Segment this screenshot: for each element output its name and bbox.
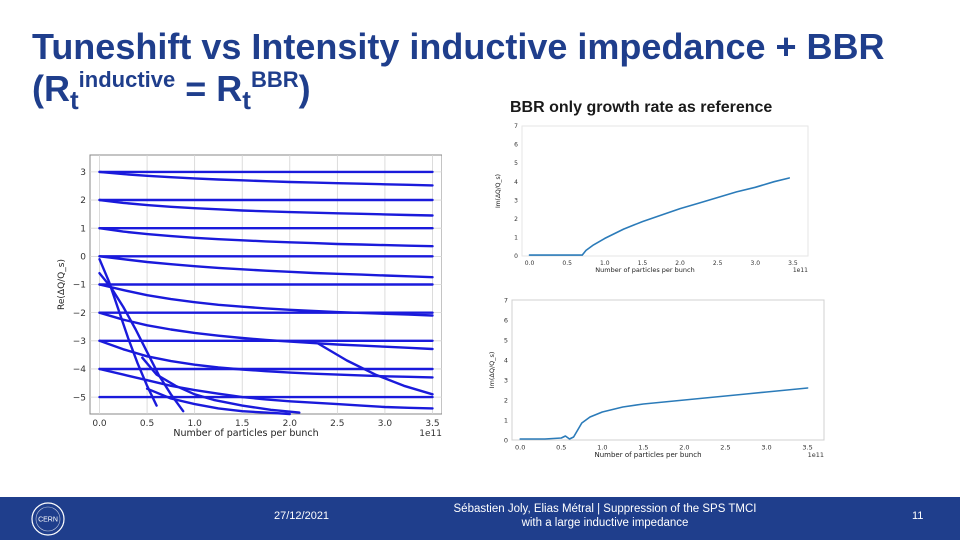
- x-offset-label: 1e11: [419, 429, 442, 439]
- y-tick-label: 3: [504, 376, 508, 384]
- y-tick-label: 2: [514, 216, 518, 223]
- y-tick-label: −5: [73, 393, 86, 403]
- y-tick-label: 1: [504, 416, 508, 424]
- footer-authors-line1: Sébastien Joly, Elias Métral | Suppressi…: [453, 503, 757, 515]
- mode-curve: [317, 342, 434, 396]
- y-tick-label: 0: [504, 436, 508, 444]
- x-offset-label: 1e11: [793, 267, 808, 274]
- title-sup-2: BBR: [250, 67, 299, 92]
- x-tick-label: 0.5: [140, 419, 154, 429]
- y-tick-label: −1: [73, 281, 86, 291]
- x-tick-label: 3.5: [788, 260, 798, 267]
- title-line-2: (Rtinductive = RtBBR): [32, 67, 885, 113]
- y-axis-label: Im(ΔQ/Q_s): [488, 352, 496, 389]
- growth-rate-chart-top: 0.0 0.5 1.0 1.5 2.0 2.5 3.0 3.5 0 1 2 3 4 5 6 7 Number o…: [495, 123, 809, 274]
- x-tick-label: 1.0: [600, 260, 610, 267]
- title-equals: = R: [175, 68, 243, 109]
- x-tick-label: 0.5: [562, 260, 572, 267]
- mode-line: [98, 226, 434, 248]
- x-tick-label: 2.0: [675, 260, 685, 267]
- x-tick-label: 2.5: [330, 419, 344, 429]
- title-sub-1: t: [70, 85, 79, 115]
- plot-frame: [521, 125, 809, 257]
- y-tick-label: −3: [73, 337, 86, 347]
- y-tick-label: 4: [514, 179, 518, 186]
- slide-title: Tuneshift vs Intensity inductive impedan…: [32, 26, 885, 113]
- y-axis-label: Re(ΔQ/Q_s): [57, 259, 67, 310]
- y-tick-label: 0: [80, 252, 86, 262]
- x-tick-label: 1.0: [597, 444, 607, 452]
- y-tick-label: 2: [80, 196, 86, 206]
- title-open: (R: [32, 68, 70, 109]
- x-tick-label: 0.0: [92, 419, 107, 429]
- title-sup-1: inductive: [78, 67, 176, 92]
- y-tick-label: 7: [514, 123, 518, 130]
- x-tick-label: 1.5: [638, 260, 648, 267]
- mode-curve: [145, 387, 292, 416]
- y-tick-label: 0: [514, 253, 518, 260]
- mode-curve: [141, 356, 301, 414]
- mode-line: [98, 367, 434, 410]
- x-axis-label: Number of particles per bunch: [594, 451, 701, 459]
- x-tick-label: 0.0: [515, 444, 525, 452]
- y-tick-label: 5: [514, 160, 518, 167]
- x-tick-label: 3.5: [425, 419, 439, 429]
- growth-rate-chart-bottom: 0.0 0.5 1.0 1.5 2.0 2.5 3.0 3.5 0 1 2 3 4 5 6 7 Number o…: [488, 296, 825, 459]
- y-tick-label: −2: [73, 309, 86, 319]
- x-offset-label: 1e11: [808, 451, 824, 459]
- footer-date: 27/12/2021: [274, 510, 330, 522]
- y-tick-label: 3: [80, 168, 86, 178]
- logo-text: CERN: [38, 517, 58, 524]
- y-tick-label: 1: [80, 224, 86, 234]
- footer-bar: CERN 27/12/2021 Sébastien Joly, Elias Mé…: [0, 497, 960, 540]
- title-sub-2: t: [242, 85, 251, 115]
- mode-line: [98, 170, 434, 187]
- y-tick-label: 6: [514, 142, 518, 149]
- x-tick-label: 3.0: [751, 260, 761, 267]
- x-tick-label: 3.0: [761, 444, 771, 452]
- y-tick-label: 5: [504, 336, 508, 344]
- footer-authors-line2: with a large inductive impedance: [521, 517, 689, 529]
- x-axis-label: Number of particles per bunch: [173, 428, 318, 439]
- y-tick-label: −4: [73, 365, 87, 375]
- x-tick-label: 3.5: [802, 444, 812, 452]
- growth-rate-line: [519, 387, 809, 440]
- x-tick-label: 2.0: [679, 444, 689, 452]
- x-tick-label: 3.0: [378, 419, 393, 429]
- y-tick-label: 7: [504, 296, 508, 304]
- mode-line: [98, 198, 434, 217]
- footer-authors: Sébastien Joly, Elias Métral | Suppressi…: [420, 502, 790, 530]
- page-number: 11: [912, 510, 924, 522]
- plot-frame: [511, 299, 825, 441]
- y-tick-label: 4: [504, 356, 508, 364]
- cern-logo: CERN: [31, 502, 65, 536]
- x-tick-label: 1.0: [187, 419, 202, 429]
- y-tick-label: 2: [504, 396, 508, 404]
- tuneshift-chart: 0.0 0.5 1.0 1.5 2.0 2.5 3.0 3.5 −5 −4 −3 −2 −1 0 1 2 3 Nu…: [57, 154, 442, 439]
- x-tick-label: 2.0: [283, 419, 298, 429]
- mode-curve: [98, 257, 158, 407]
- growth-rate-subtitle: BBR only growth rate as reference: [510, 99, 773, 116]
- x-tick-label: 1.5: [235, 419, 249, 429]
- x-tick-label: 1.5: [638, 444, 648, 452]
- x-tick-label: 2.5: [713, 260, 723, 267]
- y-tick-label: 3: [514, 197, 518, 204]
- x-tick-label: 2.5: [720, 444, 730, 452]
- x-tick-label: 0.5: [556, 444, 566, 452]
- mode-line: [98, 255, 434, 279]
- title-close: ): [298, 68, 311, 109]
- growth-rate-line: [528, 177, 791, 256]
- x-axis-label: Number of particles per bunch: [595, 266, 694, 274]
- x-tick-label: 0.0: [525, 260, 535, 267]
- y-tick-label: 6: [504, 316, 508, 324]
- title-line-1: Tuneshift vs Intensity inductive impedan…: [32, 26, 885, 67]
- y-axis-label: Im(ΔQ/Q_s): [495, 174, 502, 208]
- y-tick-label: 1: [514, 235, 518, 242]
